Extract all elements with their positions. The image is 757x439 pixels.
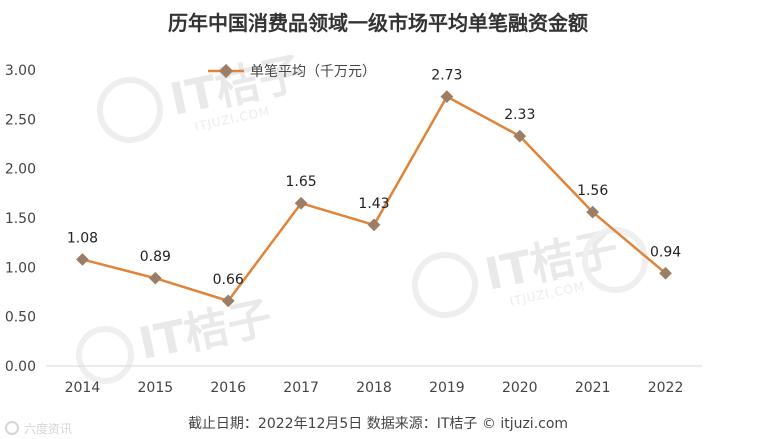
x-tick-label: 2019 — [429, 380, 465, 396]
data-label: 0.94 — [650, 244, 681, 260]
source-mark: 六度资讯 — [5, 421, 72, 436]
data-label: 1.43 — [358, 196, 389, 212]
x-axis: 2014 2015 2016 2017 2018 2019 2020 2021 2022 — [65, 380, 684, 396]
watermark-logo: IT桔子 ITJUZI.COM — [97, 48, 308, 143]
x-tick-label: 2020 — [502, 380, 538, 396]
footer-note: 截止日期：2022年12月5日 数据来源：IT桔子 © itjuzi.com — [188, 416, 568, 432]
y-tick-label: 0.50 — [5, 310, 36, 326]
data-point — [440, 90, 454, 104]
x-tick-label: 2017 — [283, 380, 319, 396]
data-labels: 1.08 0.89 0.66 1.65 1.43 2.73 2.33 1.56 0.94 — [67, 68, 681, 288]
data-label: 2.33 — [504, 107, 535, 123]
y-tick-label: 2.00 — [5, 162, 36, 178]
x-tick-label: 2015 — [138, 380, 174, 396]
y-tick-label: 1.50 — [5, 211, 36, 227]
y-tick-label: 2.50 — [5, 112, 36, 128]
y-tick-label: 0.00 — [5, 359, 36, 375]
x-tick-label: 2014 — [65, 380, 101, 396]
data-point — [76, 253, 89, 266]
y-tick-label: 3.00 — [5, 63, 36, 79]
data-point — [294, 196, 308, 210]
data-point — [221, 294, 235, 308]
watermark-text: IT桔子 — [134, 292, 276, 370]
source-mark-text: 六度资讯 — [24, 421, 72, 436]
y-tick-label: 1.00 — [5, 260, 36, 276]
data-label: 2.73 — [431, 68, 462, 84]
watermark-layer: IT桔子 ITJUZI.COM IT桔子 ITJUZI.COM IT桔子 — [76, 48, 648, 384]
data-label: 1.65 — [286, 174, 317, 190]
chart-title: 历年中国消费品领域一级市场平均单笔融资金额 — [168, 11, 588, 35]
source-logo-icon — [5, 421, 19, 435]
data-label: 1.56 — [577, 183, 608, 199]
data-point — [367, 218, 381, 232]
data-label: 0.66 — [213, 272, 244, 288]
watermark-logo: IT桔子 ITJUZI.COM — [412, 223, 623, 318]
legend-label: 单笔平均（千万元） — [250, 64, 376, 80]
watermark-logo: IT桔子 — [76, 292, 276, 384]
y-axis: 0.00 0.50 1.00 1.50 2.00 2.50 3.00 — [5, 63, 36, 375]
x-tick-label: 2016 — [210, 380, 246, 396]
x-tick-label: 2021 — [575, 380, 611, 396]
x-tick-label: 2022 — [648, 380, 684, 396]
watermark-logo — [582, 227, 648, 293]
data-label: 1.08 — [67, 230, 98, 246]
data-label: 0.89 — [140, 249, 171, 265]
x-tick-label: 2018 — [356, 380, 392, 396]
data-point — [148, 271, 162, 285]
